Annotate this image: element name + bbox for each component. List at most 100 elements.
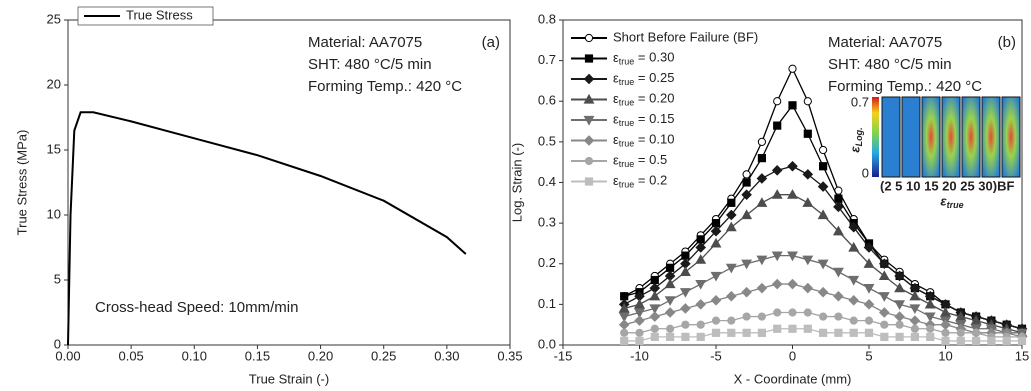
y-tick-label: 15 — [47, 141, 61, 156]
marker — [682, 321, 689, 328]
marker — [728, 329, 735, 336]
marker — [758, 329, 765, 336]
marker — [820, 313, 827, 320]
marker — [835, 195, 842, 202]
marker — [864, 285, 873, 293]
y-tick-label: 0.2 — [538, 255, 556, 270]
marker — [712, 317, 719, 324]
marker — [835, 329, 842, 336]
marker — [819, 288, 828, 297]
y-axis-title: Log. Strain (-) — [509, 143, 524, 222]
legend-label: εtrue = 0.5 — [613, 152, 667, 169]
marker — [896, 321, 903, 328]
x-tick-label: 15 — [1015, 348, 1029, 363]
inset-y-label: εLog. — [847, 127, 864, 152]
x-tick-label: -15 — [554, 348, 573, 363]
marker — [911, 325, 918, 332]
marker — [804, 98, 811, 105]
marker — [910, 292, 919, 300]
marker — [743, 329, 750, 336]
marker — [666, 297, 675, 305]
y-tick-label: 10 — [47, 206, 61, 221]
marker — [880, 293, 889, 301]
marker — [911, 333, 918, 340]
legend-label: True Stress — [126, 7, 193, 22]
marker — [789, 309, 796, 316]
x-tick-label: -10 — [630, 348, 649, 363]
inset-x-label: εtrue — [940, 193, 963, 210]
marker — [895, 312, 904, 321]
y-tick-label: 0.6 — [538, 93, 556, 108]
x-tick-label: 0.25 — [371, 348, 396, 363]
y-tick-label: 0.4 — [538, 174, 556, 189]
x-tick-label: 10 — [938, 348, 952, 363]
marker — [789, 102, 796, 109]
marker — [727, 264, 736, 272]
marker — [1018, 337, 1025, 344]
page: 0.000.050.100.150.200.250.300.3505101520… — [0, 0, 1031, 391]
marker — [973, 329, 980, 336]
x-tick-label: 0.30 — [434, 348, 459, 363]
annotation: (a) — [482, 34, 500, 51]
marker — [850, 317, 857, 324]
marker — [835, 313, 842, 320]
marker — [651, 333, 658, 340]
marker — [1003, 337, 1010, 344]
marker — [667, 264, 674, 271]
x-tick-label: 0.10 — [182, 348, 207, 363]
legend-label: εtrue = 0.30 — [613, 50, 674, 67]
marker — [584, 136, 593, 145]
marker — [621, 329, 628, 336]
marker — [667, 325, 674, 332]
marker — [742, 288, 751, 297]
marker — [774, 122, 781, 129]
legend-label: εtrue = 0.10 — [613, 132, 674, 149]
y-tick-label: 0.7 — [538, 52, 556, 67]
legend-label: εtrue = 0.25 — [613, 70, 674, 87]
marker — [789, 65, 796, 72]
marker — [820, 329, 827, 336]
marker — [881, 321, 888, 328]
y-axis-title: True Stress (MPa) — [14, 130, 29, 236]
marker — [774, 98, 781, 105]
marker — [666, 308, 675, 317]
marker — [865, 317, 872, 324]
inset-strain-field — [982, 97, 1000, 177]
marker — [743, 179, 750, 186]
marker — [774, 309, 781, 316]
marker — [651, 325, 658, 332]
marker — [682, 333, 689, 340]
marker — [896, 333, 903, 340]
marker — [834, 268, 843, 276]
marker — [650, 312, 659, 321]
marker — [728, 199, 735, 206]
y-tick-label: 0.8 — [538, 11, 556, 26]
marker — [743, 313, 750, 320]
marker — [696, 280, 705, 288]
marker — [758, 155, 765, 162]
marker — [757, 284, 766, 293]
marker — [667, 333, 674, 340]
marker — [773, 166, 782, 175]
marker — [988, 337, 995, 344]
marker — [804, 325, 811, 332]
annotation: Cross-head Speed: 10mm/min — [95, 299, 298, 316]
marker — [697, 321, 704, 328]
marker — [585, 55, 592, 62]
marker — [803, 284, 812, 293]
marker — [927, 325, 934, 332]
marker — [942, 329, 949, 336]
inset-colorbar — [872, 97, 879, 177]
marker — [620, 320, 629, 329]
marker — [819, 260, 828, 268]
marker — [941, 308, 950, 316]
inset-strain-field — [902, 97, 920, 177]
marker — [880, 308, 889, 317]
marker — [789, 325, 796, 332]
inset-strain-field — [922, 97, 940, 177]
marker — [849, 296, 858, 305]
annotation: SHT: 480 °C/5 min — [828, 56, 952, 73]
marker — [682, 252, 689, 259]
marker — [651, 276, 658, 283]
annotation: Forming Temp.: 420 °C — [828, 78, 982, 95]
